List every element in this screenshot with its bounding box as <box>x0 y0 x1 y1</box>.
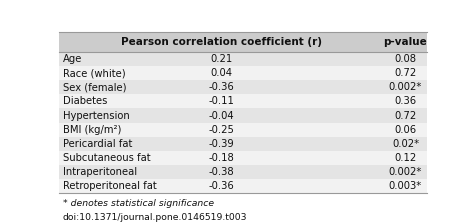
Text: Hypertension: Hypertension <box>63 110 130 121</box>
Text: -0.04: -0.04 <box>209 110 235 121</box>
Bar <box>59 137 427 151</box>
Text: 0.002*: 0.002* <box>389 82 422 92</box>
Bar <box>59 66 427 80</box>
Text: Pericardial fat: Pericardial fat <box>63 139 132 149</box>
Text: Subcutaneous fat: Subcutaneous fat <box>63 153 151 163</box>
Bar <box>59 179 427 193</box>
Bar <box>59 80 427 94</box>
Bar <box>59 123 427 137</box>
Bar <box>59 165 427 179</box>
Bar <box>59 32 427 52</box>
Text: 0.36: 0.36 <box>394 96 417 106</box>
Text: doi:10.1371/journal.pone.0146519.t003: doi:10.1371/journal.pone.0146519.t003 <box>63 213 247 222</box>
Text: Diabetes: Diabetes <box>63 96 107 106</box>
Text: 0.72: 0.72 <box>394 68 417 78</box>
Text: -0.36: -0.36 <box>209 181 235 191</box>
Text: Intraperitoneal: Intraperitoneal <box>63 167 137 177</box>
Text: -0.25: -0.25 <box>209 125 235 135</box>
Text: 0.08: 0.08 <box>394 54 417 64</box>
Text: 0.21: 0.21 <box>210 54 233 64</box>
Text: -0.11: -0.11 <box>209 96 235 106</box>
Text: -0.36: -0.36 <box>209 82 235 92</box>
Text: BMI (kg/m²): BMI (kg/m²) <box>63 125 121 135</box>
Text: 0.12: 0.12 <box>394 153 417 163</box>
Bar <box>59 52 427 66</box>
Text: -0.18: -0.18 <box>209 153 235 163</box>
Bar <box>59 94 427 108</box>
Bar <box>59 108 427 123</box>
Text: * denotes statistical significance: * denotes statistical significance <box>63 199 214 208</box>
Text: Sex (female): Sex (female) <box>63 82 127 92</box>
Text: 0.06: 0.06 <box>394 125 417 135</box>
Text: Age: Age <box>63 54 82 64</box>
Text: Retroperitoneal fat: Retroperitoneal fat <box>63 181 157 191</box>
Text: Race (white): Race (white) <box>63 68 126 78</box>
Text: p-value: p-value <box>383 37 428 47</box>
Text: 0.72: 0.72 <box>394 110 417 121</box>
Text: 0.02*: 0.02* <box>392 139 419 149</box>
Text: 0.04: 0.04 <box>211 68 233 78</box>
Text: -0.38: -0.38 <box>209 167 235 177</box>
Text: 0.002*: 0.002* <box>389 167 422 177</box>
Text: 0.003*: 0.003* <box>389 181 422 191</box>
Text: Pearson correlation coefficient (r): Pearson correlation coefficient (r) <box>121 37 322 47</box>
Text: -0.39: -0.39 <box>209 139 235 149</box>
Bar <box>59 151 427 165</box>
